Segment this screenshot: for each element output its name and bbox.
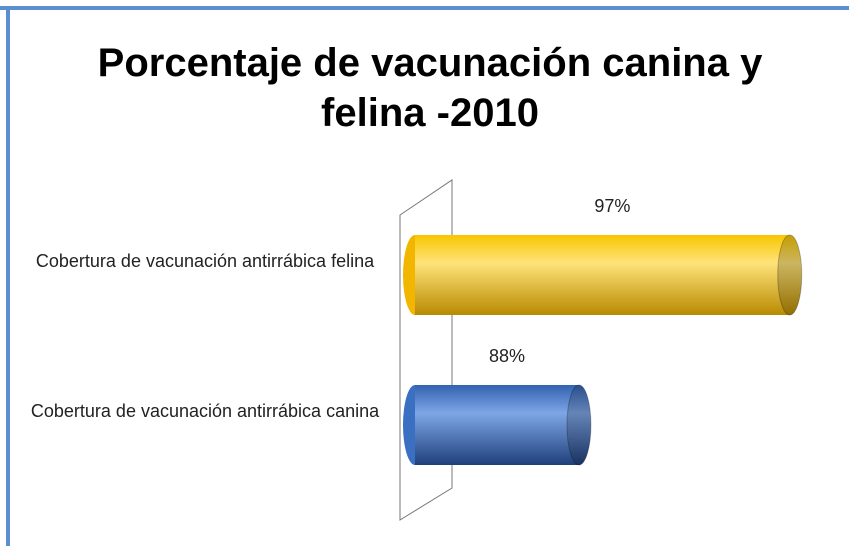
frame-top [0, 6, 849, 10]
category-label: Cobertura de vacunación antirrábica cani… [30, 401, 380, 421]
back-wall [399, 179, 453, 521]
bar-cap [566, 384, 592, 466]
category-label: Cobertura de vacunación antirrábica feli… [35, 251, 375, 271]
bar-cap [777, 234, 803, 316]
frame-left [6, 6, 10, 546]
bar [415, 385, 579, 465]
chart-title: Porcentaje de vacunación canina y felina… [97, 41, 763, 135]
data-label: 97% [594, 196, 630, 216]
bar [415, 235, 790, 315]
data-label: 88% [489, 346, 525, 366]
